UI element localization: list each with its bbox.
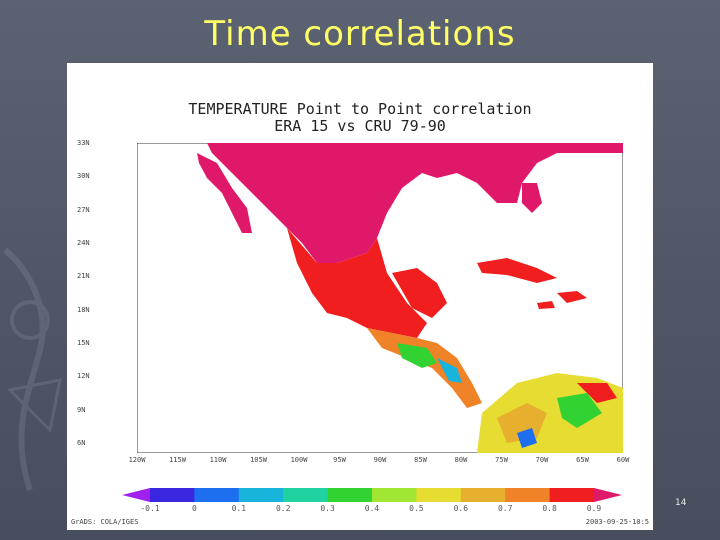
slide-title: Time correlations xyxy=(204,14,516,54)
y-tick-label: 6N xyxy=(77,439,86,447)
footer-credit: GrADS: COLA/IGES xyxy=(71,518,139,526)
x-tick-label: 100W xyxy=(290,456,308,464)
background-watermark xyxy=(3,247,62,491)
figure-title-line2: ERA 15 vs CRU 79-90 xyxy=(274,117,446,135)
x-tick-label: 75W xyxy=(495,456,508,464)
y-tick-label: 24N xyxy=(77,239,90,247)
x-tick-label: 80W xyxy=(454,456,468,464)
colorbar-segment xyxy=(150,488,195,502)
colorbar-segment xyxy=(327,488,373,502)
colorbar-segment xyxy=(549,488,595,502)
colorbar-label: 0.2 xyxy=(275,504,291,513)
x-tick-label: 120W xyxy=(128,456,146,464)
colorbar-label: 0.3 xyxy=(320,504,335,513)
land-baja xyxy=(197,153,252,233)
colorbar-label: 0.7 xyxy=(497,504,513,513)
colorbar-segment xyxy=(238,488,284,502)
land-south-america-blue xyxy=(517,428,537,448)
figure-title-line1: TEMPERATURE Point to Point correlation xyxy=(188,100,532,118)
y-tick-label: 9N xyxy=(77,405,86,414)
y-tick-label: 27N xyxy=(77,205,90,214)
colorbar-label: 0.6 xyxy=(453,504,469,513)
land-south-america-green xyxy=(557,393,602,428)
correlation-figure: TEMPERATURE Point to Point correlation E… xyxy=(67,63,653,530)
colorbar-segment xyxy=(283,488,329,502)
colorbar-label: 0 xyxy=(191,504,197,513)
x-tick-label: 90W xyxy=(373,456,387,464)
colorbar-segment xyxy=(372,488,417,502)
land-central-america xyxy=(367,328,482,408)
land-south-america-orange xyxy=(497,403,547,443)
page-number: 14 xyxy=(675,498,687,508)
colorbar-label: -0.1 xyxy=(140,504,160,513)
colorbar-segment xyxy=(416,488,462,502)
colorbar-label: 0.1 xyxy=(231,504,247,513)
x-tick-label: 85W xyxy=(414,456,427,464)
y-tick-label: 21N xyxy=(77,272,90,281)
colorbar xyxy=(122,488,622,502)
x-tick-label: 95W xyxy=(333,456,346,464)
map-cells xyxy=(197,143,623,453)
land-central-mexico xyxy=(287,228,427,338)
colorbar-label: 0.5 xyxy=(409,504,424,513)
x-tick-label: 105W xyxy=(250,456,267,464)
x-tick-label: 60W xyxy=(616,456,630,464)
y-tick-label: 30N xyxy=(77,172,90,181)
land-yucatan xyxy=(392,268,447,318)
correlation-map xyxy=(137,143,623,453)
colorbar-segment xyxy=(594,488,622,502)
land-hispaniola xyxy=(557,291,587,303)
colorbar-label: 0.9 xyxy=(586,504,602,513)
x-tick-label: 115W xyxy=(169,456,186,464)
land-venezuela-red xyxy=(577,383,617,403)
footer-timestamp: 2003-09-25-10:5 xyxy=(585,518,649,526)
land-central-america-green xyxy=(397,343,437,368)
land-cuba xyxy=(477,258,557,283)
colorbar-segment xyxy=(122,488,150,502)
colorbar-segment xyxy=(460,488,506,502)
x-tick-label: 65W xyxy=(576,456,589,464)
colorbar-label: 0.4 xyxy=(364,504,380,513)
x-tick-label: 110W xyxy=(209,456,227,464)
land-usa-northmexico xyxy=(207,143,623,263)
land-florida xyxy=(522,183,542,213)
y-tick-label: 15N xyxy=(77,339,90,347)
colorbar-label: 0.8 xyxy=(542,504,557,513)
y-tick-label: 18N xyxy=(77,305,90,314)
x-tick-label: 70W xyxy=(535,456,549,464)
land-central-america-cyan xyxy=(437,358,462,383)
colorbar-segment xyxy=(505,488,551,502)
land-jamaica xyxy=(537,301,555,309)
y-tick-label: 12N xyxy=(77,372,90,381)
y-tick-label: 33N xyxy=(77,139,90,147)
colorbar-segment xyxy=(194,488,240,502)
